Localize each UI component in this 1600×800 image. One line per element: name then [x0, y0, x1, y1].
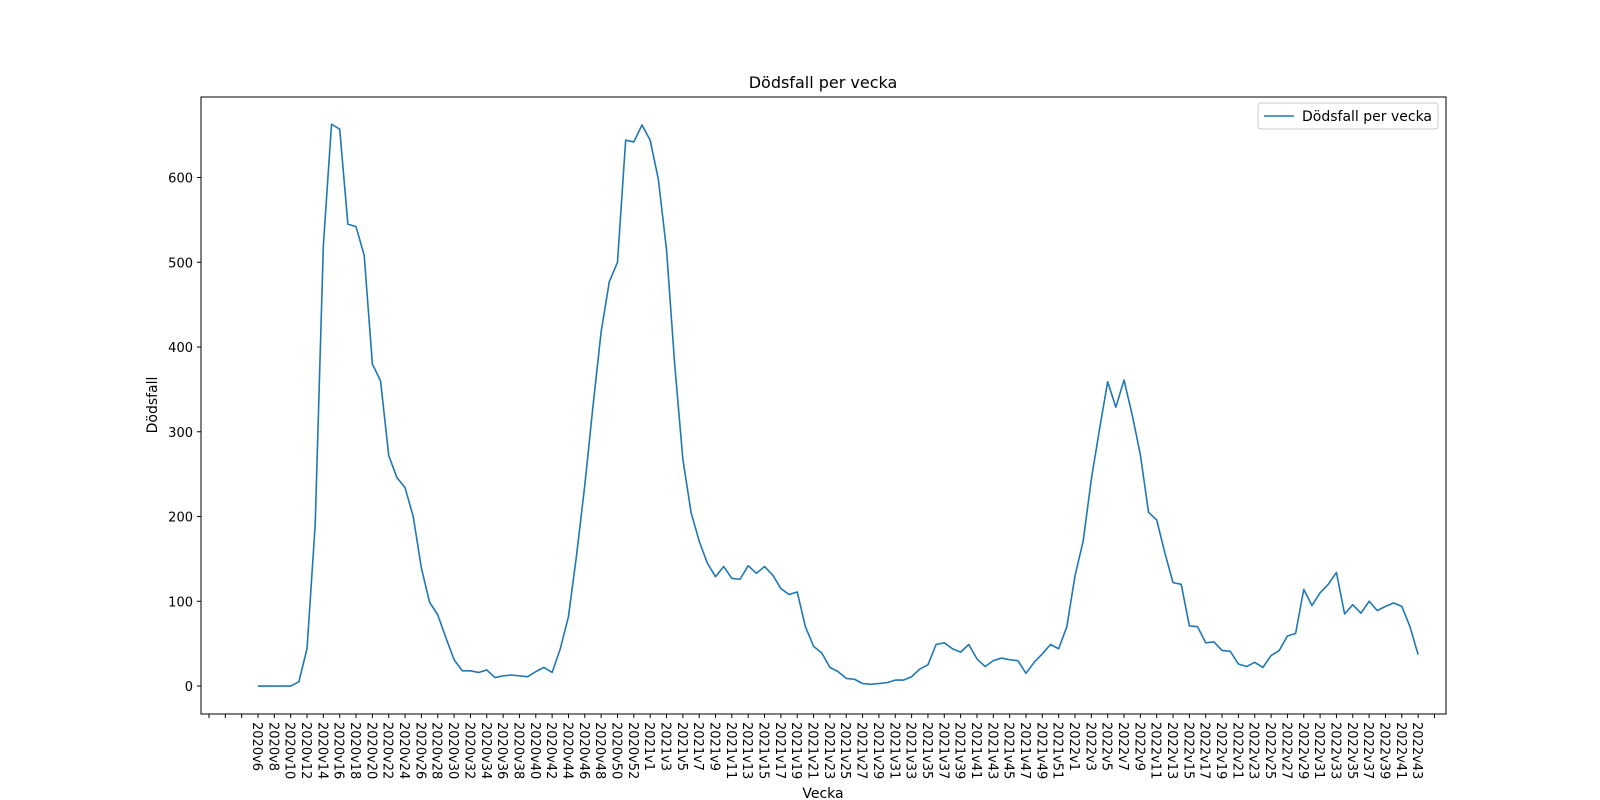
x-tick-label: 2020v26 — [412, 722, 427, 779]
x-tick-label: 2021v19 — [788, 722, 803, 779]
x-tick-label: 2020v44 — [559, 722, 574, 779]
x-tick-label: 2020v36 — [494, 722, 509, 779]
x-tick-label: 2022v23 — [1246, 722, 1261, 779]
x-tick-label: 2021v15 — [756, 722, 771, 779]
x-tick-label: 2021v11 — [723, 722, 738, 779]
x-tick-label: 2022v19 — [1213, 722, 1228, 779]
x-tick-label: 2022v33 — [1327, 722, 1342, 779]
legend-label: Dödsfall per vecka — [1302, 109, 1432, 125]
x-tick-label: 2021v7 — [690, 722, 705, 771]
x-tick-label: 2021v35 — [919, 722, 934, 779]
x-tick-label: 2020v16 — [331, 722, 346, 779]
x-tick-label: 2021v51 — [1050, 722, 1065, 779]
x-tick-label: 2020v34 — [478, 722, 493, 779]
x-tick-label: 2021v31 — [886, 722, 901, 779]
x-tick-label: 2020v18 — [347, 722, 362, 779]
y-axis-ticks: 0 100 200 300 400 500 600 — [168, 172, 201, 695]
x-tick-label: 2021v13 — [739, 722, 754, 779]
x-tick-label: 2022v31 — [1311, 722, 1326, 779]
x-tick-label: 2021v39 — [952, 722, 967, 779]
chart-title: Dödsfall per vecka — [749, 73, 898, 92]
x-tick-label: 2022v3 — [1082, 722, 1097, 771]
series-line — [258, 123, 1419, 687]
x-tick-label: 2022v37 — [1360, 722, 1375, 779]
x-tick-label: 2022v27 — [1278, 722, 1293, 779]
x-tick-label: 2022v39 — [1376, 722, 1391, 779]
legend-box — [1257, 102, 1439, 130]
x-tick-label: 2022v29 — [1295, 722, 1310, 779]
x-tick-label: 2022v13 — [1164, 722, 1179, 779]
x-tick-label: 2020v28 — [429, 722, 444, 779]
x-tick-label: 2021v23 — [821, 722, 836, 779]
x-tick-label: 2021v5 — [674, 722, 689, 771]
x-tick-label: 2020v30 — [445, 722, 460, 779]
x-tick-label: 2020v46 — [576, 722, 591, 779]
x-tick-label: 2022v35 — [1344, 722, 1359, 779]
x-tick-label: 2021v29 — [870, 722, 885, 779]
x-tick-label: 2021v25 — [837, 722, 852, 779]
x-tick-label: 2021v49 — [1033, 722, 1048, 779]
x-tick-label: 2020v20 — [363, 722, 378, 779]
y-tick-label: 400 — [168, 341, 193, 356]
y-tick-label: 600 — [168, 172, 193, 187]
x-tick-label: 2022v7 — [1115, 722, 1130, 771]
x-tick-label: 2021v27 — [854, 722, 869, 779]
x-tick-label: 2022v5 — [1099, 722, 1114, 771]
x-tick-label: 2020v40 — [527, 722, 542, 779]
x-tick-label: 2021v17 — [772, 722, 787, 779]
x-tick-label: 2021v41 — [968, 722, 983, 779]
x-tick-label: 2022v11 — [1148, 722, 1163, 779]
x-tick-label: 2021v1 — [641, 722, 656, 771]
x-tick-label: 2020v10 — [282, 722, 297, 779]
x-tick-label: 2021v33 — [903, 722, 918, 779]
x-tick-label: 2022v43 — [1409, 722, 1424, 779]
x-axis-ticks: 2020v6 2020v8 2020v10 2020v12 2020v14 2020v16… — [208, 714, 1435, 779]
x-tick-label: 2021v43 — [984, 722, 999, 779]
x-tick-label: 2022v25 — [1262, 722, 1277, 779]
x-tick-label: 2022v17 — [1197, 722, 1212, 779]
y-tick-label: 200 — [168, 511, 193, 526]
x-tick-label: 2022v15 — [1180, 722, 1195, 779]
x-tick-label: 2020v32 — [461, 722, 476, 779]
x-tick-label: 2021v21 — [805, 722, 820, 779]
x-tick-label: 2021v47 — [1017, 722, 1032, 779]
x-tick-label: 2021v9 — [707, 722, 722, 771]
y-tick-label: 100 — [168, 595, 193, 610]
y-axis-label: Dödsfall — [145, 377, 161, 434]
x-tick-label: 2020v6 — [249, 722, 264, 771]
legend: Dödsfall per vecka — [1257, 102, 1439, 130]
plot-frame — [200, 96, 1447, 715]
x-tick-label: 2021v45 — [1001, 722, 1016, 779]
x-tick-label: 2020v14 — [314, 722, 329, 779]
x-tick-label: 2020v12 — [298, 722, 313, 779]
x-tick-label: 2022v1 — [1066, 722, 1081, 771]
x-tick-label: 2021v37 — [935, 722, 950, 779]
x-tick-label: 2020v50 — [608, 722, 623, 779]
y-tick-label: 500 — [168, 256, 193, 271]
x-tick-label: 2021v3 — [658, 722, 673, 771]
x-tick-label: 2022v41 — [1393, 722, 1408, 779]
y-tick-label: 0 — [185, 680, 193, 695]
x-tick-label: 2022v21 — [1229, 722, 1244, 779]
x-tick-label: 2020v52 — [625, 722, 640, 779]
x-tick-label: 2020v48 — [592, 722, 607, 779]
y-tick-label: 300 — [168, 426, 193, 441]
x-tick-label: 2020v38 — [510, 722, 525, 779]
x-tick-label: 2020v22 — [380, 722, 395, 779]
x-tick-label: 2022v9 — [1131, 722, 1146, 771]
x-tick-label: 2020v8 — [265, 722, 280, 771]
x-tick-label: 2020v24 — [396, 722, 411, 779]
x-axis-label: Vecka — [802, 786, 843, 800]
x-tick-label: 2020v42 — [543, 722, 558, 779]
